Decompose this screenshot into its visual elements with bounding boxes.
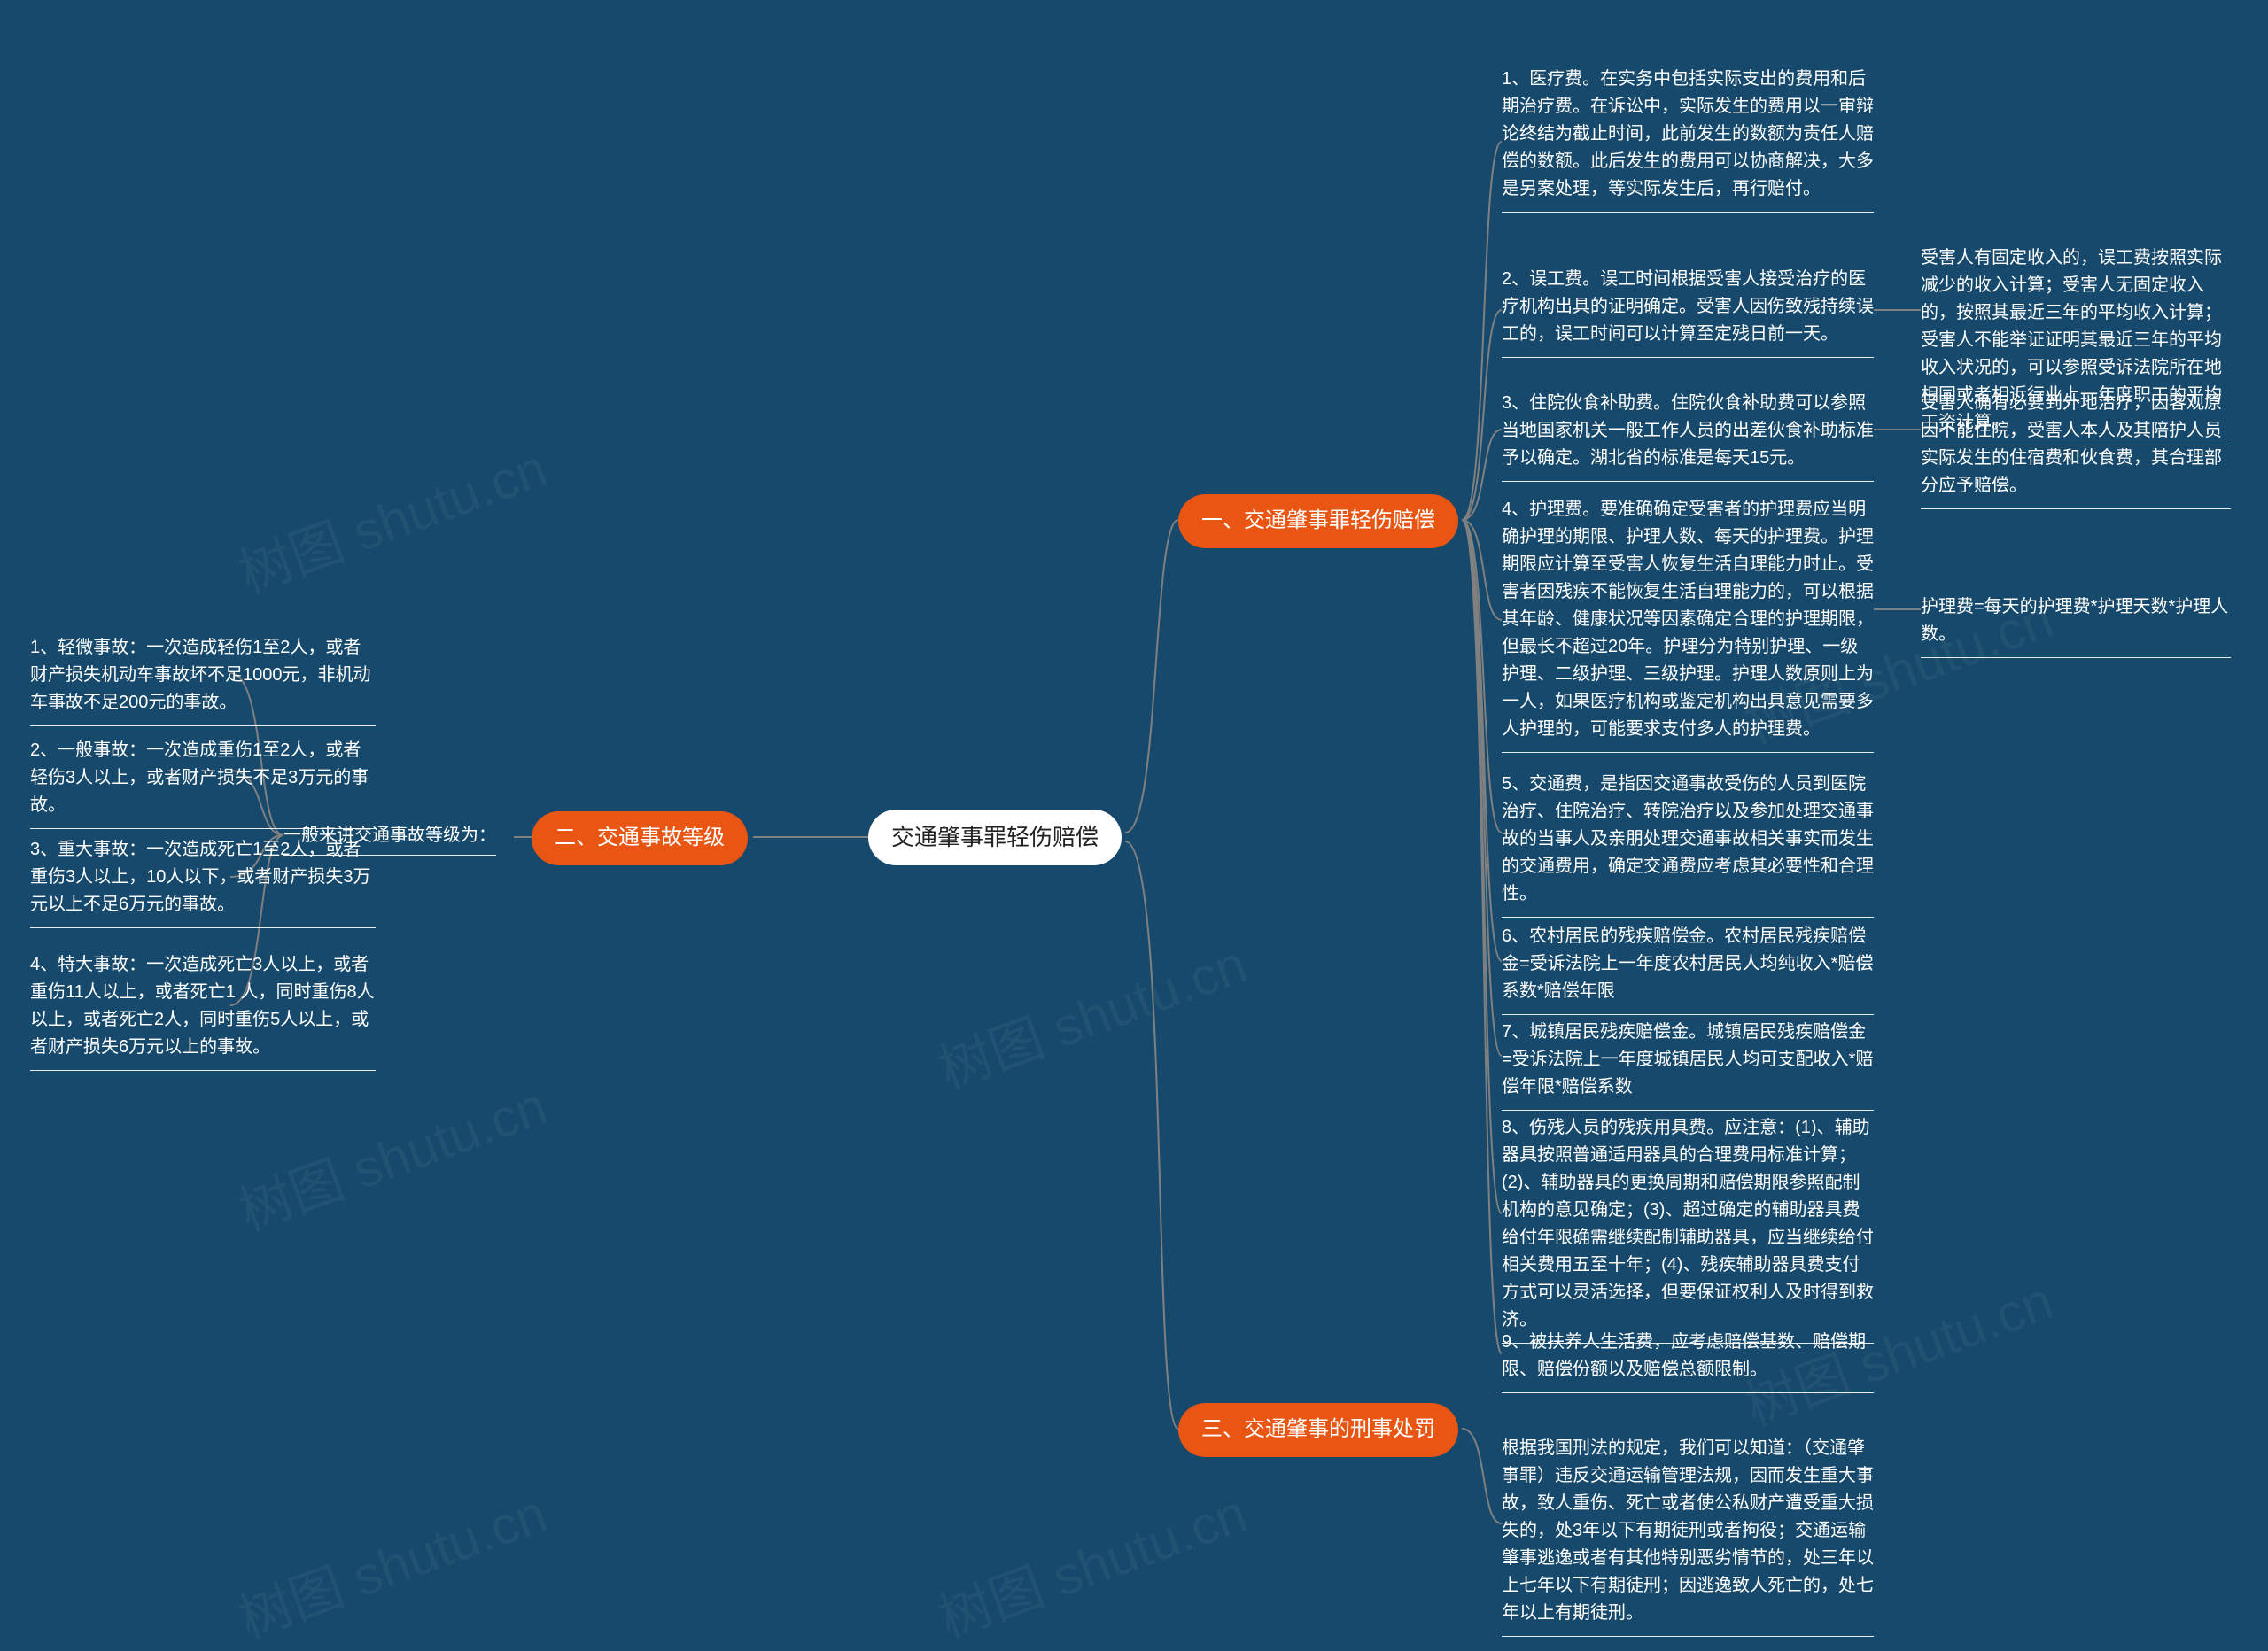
leaf-b2-2[interactable]: 2、一般事故：一次造成重伤1至2人，或者轻伤3人以上，或者财产损失不足3万元的事… — [30, 737, 376, 829]
watermark: 树图 shutu.cn — [927, 1470, 1255, 1651]
branch-node-3[interactable]: 三、交通肇事的刑事处罚 — [1178, 1403, 1458, 1457]
branch-node-2[interactable]: 二、交通事故等级 — [532, 811, 748, 865]
leaf-b1-7[interactable]: 7、城镇居民残疾赔偿金。城镇居民残疾赔偿金=受诉法院上一年度城镇居民人均可支配收… — [1502, 1019, 1874, 1111]
watermark: 树图 shutu.cn — [927, 921, 1255, 1104]
watermark: 树图 shutu.cn — [227, 1470, 555, 1651]
branch-node-1[interactable]: 一、交通肇事罪轻伤赔偿 — [1178, 494, 1458, 548]
leaf-b1-6[interactable]: 6、农村居民的残疾赔偿金。农村居民残疾赔偿金=受诉法院上一年度农村居民人均纯收入… — [1502, 923, 1874, 1015]
leaf-b2-1[interactable]: 1、轻微事故：一次造成轻伤1至2人，或者财产损失机动车事故坏不足1000元，非机… — [30, 634, 376, 726]
root-node[interactable]: 交通肇事罪轻伤赔偿 — [868, 810, 1122, 865]
leaf-b1-8[interactable]: 8、伤残人员的残疾用具费。应注意：(1)、辅助器具按照普通适用器具的合理费用标准… — [1502, 1114, 1874, 1344]
leaf-b3-1[interactable]: 根据我国刑法的规定，我们可以知道：（交通肇事罪）违反交通运输管理法规，因而发生重… — [1502, 1435, 1874, 1637]
watermark: 树图 shutu.cn — [227, 425, 555, 608]
leaf-b2-4[interactable]: 4、特大事故：一次造成死亡3人以上，或者重伤11人以上，或者死亡1 人，同时重伤… — [30, 951, 376, 1071]
mindmap-canvas: 树图 shutu.cn 树图 shutu.cn 树图 shutu.cn 树图 s… — [0, 0, 2268, 1651]
leaf-b1-3-child[interactable]: 受害人确有必要到外地治疗，因客观原因不能住院，受害人本人及其陪护人员实际发生的住… — [1921, 390, 2231, 509]
leaf-b1-9[interactable]: 9、被扶养人生活费，应考虑赔偿基数、赔偿期限、赔偿份额以及赔偿总额限制。 — [1502, 1329, 1874, 1393]
watermark: 树图 shutu.cn — [227, 1063, 555, 1245]
leaf-b1-5[interactable]: 5、交通费，是指因交通事故受伤的人员到医院治疗、住院治疗、转院治疗以及参加处理交… — [1502, 771, 1874, 918]
leaf-b2-3[interactable]: 3、重大事故：一次造成死亡1至2人，或者重伤3人以上，10人以下，或者财产损失3… — [30, 836, 376, 928]
leaf-b1-4-child[interactable]: 护理费=每天的护理费*护理天数*护理人数。 — [1921, 593, 2231, 658]
leaf-b1-3[interactable]: 3、住院伙食补助费。住院伙食补助费可以参照当地国家机关一般工作人员的出差伙食补助… — [1502, 390, 1874, 482]
leaf-b1-2[interactable]: 2、误工费。误工时间根据受害人接受治疗的医疗机构出具的证明确定。受害人因伤致残持… — [1502, 266, 1874, 358]
leaf-b1-1[interactable]: 1、医疗费。在实务中包括实际支出的费用和后期治疗费。在诉讼中，实际发生的费用以一… — [1502, 66, 1874, 213]
leaf-b1-4[interactable]: 4、护理费。要准确确定受害者的护理费应当明确护理的期限、护理人数、每天的护理费。… — [1502, 496, 1874, 753]
